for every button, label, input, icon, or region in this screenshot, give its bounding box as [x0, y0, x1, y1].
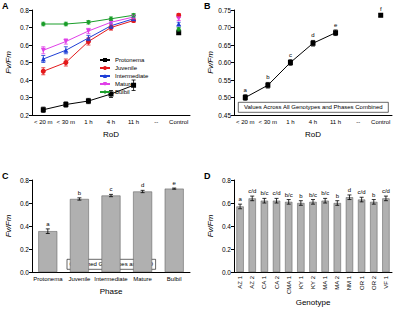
svg-text:a: a — [46, 221, 50, 227]
svg-text:Juvenile: Juvenile — [68, 276, 91, 282]
svg-text:Juvenile: Juvenile — [115, 65, 138, 71]
svg-text:0.8: 0.8 — [222, 177, 231, 184]
svg-text:b: b — [78, 190, 82, 196]
svg-text:--: -- — [154, 119, 158, 125]
svg-text:Protonema: Protonema — [33, 276, 63, 282]
svg-text:MA 2: MA 2 — [334, 275, 340, 289]
svg-text:OR 2: OR 2 — [371, 275, 377, 290]
svg-text:OR 1: OR 1 — [359, 275, 365, 290]
svg-text:< 30 m: < 30 m — [259, 119, 278, 125]
svg-text:0.7: 0.7 — [20, 24, 29, 31]
svg-text:c: c — [289, 52, 292, 58]
svg-text:c: c — [110, 186, 113, 192]
svg-text:0.65: 0.65 — [218, 42, 231, 49]
svg-text:c/d: c/d — [248, 188, 256, 194]
svg-text:1 h: 1 h — [84, 119, 92, 125]
svg-text:Control: Control — [371, 119, 390, 125]
svg-text:RoD: RoD — [103, 130, 119, 139]
svg-text:Bulbil: Bulbil — [167, 276, 182, 282]
svg-text:0.55: 0.55 — [218, 77, 231, 84]
svg-text:--: -- — [356, 119, 360, 125]
svg-text:Mature: Mature — [133, 276, 152, 282]
svg-text:0.6: 0.6 — [20, 200, 29, 207]
svg-text:D: D — [204, 171, 211, 181]
svg-text:KY 1: KY 1 — [298, 275, 304, 289]
svg-text:AZ 2: AZ 2 — [249, 275, 255, 288]
svg-text:0.2: 0.2 — [20, 112, 29, 119]
svg-text:0.4: 0.4 — [222, 223, 231, 230]
svg-text:Intermediate: Intermediate — [115, 73, 149, 79]
svg-text:0.4: 0.4 — [20, 77, 29, 84]
svg-text:0.8: 0.8 — [20, 177, 29, 184]
svg-text:0.60: 0.60 — [218, 59, 231, 66]
svg-text:Fv/Fm: Fv/Fm — [206, 214, 215, 237]
svg-text:b/c: b/c — [260, 190, 268, 196]
svg-text:0.75: 0.75 — [218, 7, 231, 14]
svg-text:b: b — [372, 192, 376, 198]
svg-text:CMA 1: CMA 1 — [286, 275, 292, 294]
svg-text:0.6: 0.6 — [222, 200, 231, 207]
svg-text:d: d — [141, 182, 144, 188]
svg-text:CA 2: CA 2 — [274, 275, 280, 289]
svg-text:b: b — [336, 193, 340, 199]
svg-text:A: A — [2, 1, 9, 11]
svg-text:Mature: Mature — [115, 81, 134, 87]
svg-text:Control: Control — [169, 119, 188, 125]
svg-text:4 h: 4 h — [107, 119, 115, 125]
svg-text:0.45: 0.45 — [218, 112, 231, 119]
svg-text:0.0: 0.0 — [222, 269, 231, 276]
svg-text:4 h: 4 h — [309, 119, 317, 125]
svg-text:Phase: Phase — [100, 287, 123, 296]
svg-text:Fv/Fm: Fv/Fm — [206, 51, 215, 74]
svg-text:Fv/Fm: Fv/Fm — [4, 214, 13, 237]
svg-text:VF 1: VF 1 — [383, 275, 389, 288]
svg-text:Genotype: Genotype — [296, 298, 331, 307]
svg-text:0.4: 0.4 — [20, 223, 29, 230]
svg-text:b: b — [266, 74, 270, 80]
svg-text:< 30 m: < 30 m — [57, 119, 76, 125]
svg-text:CA 1: CA 1 — [261, 275, 267, 289]
svg-text:0.3: 0.3 — [20, 94, 29, 101]
svg-text:b/c: b/c — [309, 192, 317, 198]
svg-text:Intermediate: Intermediate — [94, 276, 128, 282]
svg-text:e: e — [173, 180, 177, 186]
svg-text:0.0: 0.0 — [20, 269, 29, 276]
svg-text:11 h: 11 h — [330, 119, 341, 125]
svg-text:KY 2: KY 2 — [310, 275, 316, 289]
svg-text:d: d — [348, 187, 351, 193]
svg-text:< 20 m: < 20 m — [34, 119, 53, 125]
svg-text:1 h: 1 h — [286, 119, 294, 125]
svg-text:AZ 1: AZ 1 — [237, 275, 243, 288]
svg-text:< 20 m: < 20 m — [236, 119, 255, 125]
svg-text:C: C — [2, 171, 9, 181]
svg-text:RoD: RoD — [305, 130, 321, 139]
svg-text:Values Across All Genotypes an: Values Across All Genotypes and Phases C… — [244, 104, 383, 110]
svg-text:c/d: c/d — [358, 189, 366, 195]
svg-text:0.8: 0.8 — [20, 7, 29, 14]
svg-text:d: d — [311, 32, 314, 38]
svg-text:MA 1: MA 1 — [322, 275, 328, 289]
svg-text:0.2: 0.2 — [222, 246, 231, 253]
svg-text:c/d: c/d — [382, 188, 390, 194]
svg-text:0.70: 0.70 — [218, 24, 231, 31]
svg-text:11 h: 11 h — [128, 119, 139, 125]
svg-text:b: b — [299, 193, 303, 199]
svg-text:a: a — [244, 87, 248, 93]
svg-text:e: e — [334, 22, 338, 28]
svg-text:B: B — [204, 1, 211, 11]
svg-text:f: f — [380, 6, 382, 12]
svg-text:Fv/Fm: Fv/Fm — [4, 51, 13, 74]
svg-text:0.2: 0.2 — [20, 246, 29, 253]
svg-text:NM 1: NM 1 — [346, 275, 352, 290]
svg-text:0.5: 0.5 — [20, 59, 29, 66]
svg-text:Bulbil: Bulbil — [115, 89, 130, 95]
svg-text:c/d: c/d — [273, 190, 281, 196]
svg-text:0.50: 0.50 — [218, 94, 231, 101]
svg-text:b/c: b/c — [285, 192, 293, 198]
svg-text:a: a — [238, 196, 242, 202]
svg-text:0.6: 0.6 — [20, 42, 29, 49]
svg-text:b/c: b/c — [321, 190, 329, 196]
svg-text:Protonema: Protonema — [115, 57, 145, 63]
